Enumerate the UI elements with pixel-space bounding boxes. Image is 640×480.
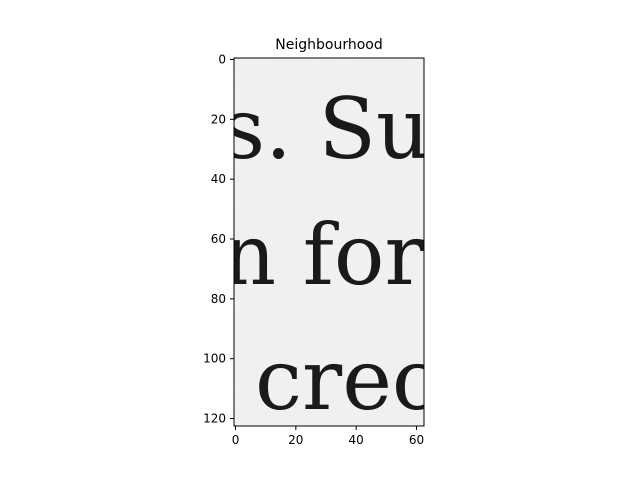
text-line-3: crec <box>255 331 439 429</box>
y-tick-label: 0 <box>218 52 226 66</box>
x-tick-label: 60 <box>409 433 424 447</box>
x-tick-label: 0 <box>232 433 240 447</box>
axes-frame <box>233 57 425 427</box>
text-line-1: s. Su <box>222 80 430 178</box>
x-tick-label: 40 <box>349 433 364 447</box>
y-tick-label: 100 <box>203 352 226 366</box>
y-tick-label: 60 <box>211 232 226 246</box>
figure-title: Neighbourhood <box>275 37 382 53</box>
image-panel: s. Su n for crec <box>222 58 439 429</box>
y-tick-label: 20 <box>211 112 226 126</box>
x-axis: 0 20 40 60 <box>232 426 424 447</box>
x-tick-label: 20 <box>288 433 303 447</box>
paper-texture <box>234 58 424 426</box>
text-line-2: n for <box>222 206 425 304</box>
y-tick-label: 80 <box>211 292 226 306</box>
y-axis: 0 20 40 60 80 100 120 <box>203 52 234 426</box>
y-tick-label: 120 <box>203 412 226 426</box>
y-tick-label: 40 <box>211 172 226 186</box>
